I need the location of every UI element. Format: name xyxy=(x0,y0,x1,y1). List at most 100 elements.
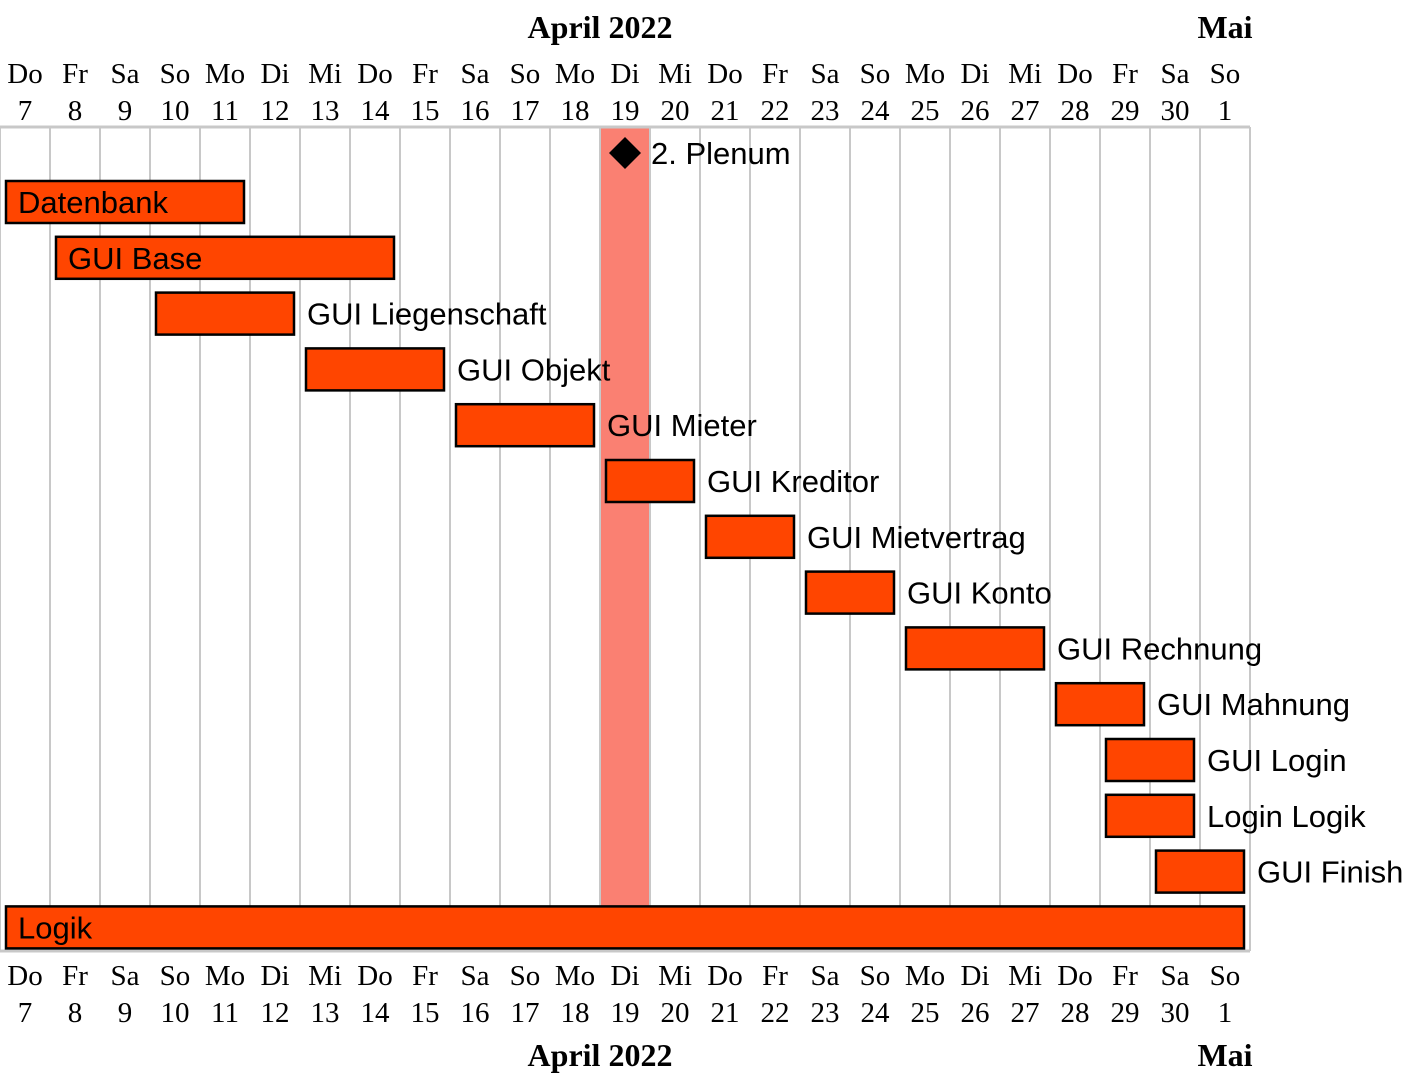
bottom-day-number: 17 xyxy=(511,997,540,1029)
task-label: GUI Rechnung xyxy=(1057,631,1262,666)
top-weekday-label: Sa xyxy=(111,58,140,90)
task-label: GUI Objekt xyxy=(457,352,611,387)
top-day-number: 23 xyxy=(811,95,840,127)
task-bar xyxy=(704,514,796,560)
top-weekday-label: So xyxy=(860,58,891,90)
bottom-day-number: 10 xyxy=(161,997,190,1029)
task-label: GUI Finish xyxy=(1257,855,1403,890)
top-day-number: 7 xyxy=(18,95,33,127)
top-day-number: 28 xyxy=(1061,95,1090,127)
bottom-day-number: 23 xyxy=(811,997,840,1029)
top-day-number: 25 xyxy=(911,95,940,127)
chart-background xyxy=(600,127,650,951)
bottom-weekday-label: Mi xyxy=(1008,960,1042,992)
top-weekday-label: Mi xyxy=(308,58,342,90)
bottom-day-number: 13 xyxy=(311,997,340,1029)
top-day-number: 8 xyxy=(68,95,83,127)
top-weekday-label: Fr xyxy=(412,58,438,90)
today-highlight xyxy=(600,127,650,951)
bottom-weekday-label: So xyxy=(160,960,191,992)
top-day-number: 11 xyxy=(211,95,239,127)
top-weekday-label: Do xyxy=(1057,58,1092,90)
task-bar xyxy=(1154,849,1246,894)
bottom-day-number: 22 xyxy=(761,997,790,1029)
top-month-label: April 2022 xyxy=(528,9,673,45)
bottom-weekday-label: So xyxy=(860,960,891,992)
milestone-label: 2. Plenum xyxy=(651,136,791,171)
bottom-day-number: 27 xyxy=(1011,997,1040,1029)
bottom-day-number: 29 xyxy=(1111,997,1140,1029)
bottom-day-number: 14 xyxy=(361,997,391,1029)
top-weekday-label: Do xyxy=(357,58,392,90)
task-label: GUI Liegenschaft xyxy=(307,297,547,332)
task-bar xyxy=(1104,793,1196,839)
top-weekday-label: Fr xyxy=(1112,58,1138,90)
bottom-day-number: 30 xyxy=(1161,997,1190,1029)
bottom-day-number: 1 xyxy=(1218,997,1233,1029)
task-bar xyxy=(154,291,296,336)
top-weekday-label: Di xyxy=(961,58,990,90)
top-day-number: 10 xyxy=(161,95,190,127)
top-weekday-label: Mo xyxy=(205,58,245,90)
top-day-number: 9 xyxy=(118,95,133,127)
bottom-day-number: 19 xyxy=(611,997,640,1029)
bottom-weekday-label: Di xyxy=(961,960,990,992)
bottom-day-number: 24 xyxy=(861,997,891,1029)
task-label: GUI Base xyxy=(68,241,202,276)
bottom-day-number: 26 xyxy=(961,997,990,1029)
top-day-number: 30 xyxy=(1161,95,1190,127)
bottom-weekday-label: Fr xyxy=(1112,960,1138,992)
top-weekday-label: Sa xyxy=(1161,58,1190,90)
top-weekday-label: Sa xyxy=(461,58,490,90)
top-day-number: 17 xyxy=(511,95,540,127)
bottom-day-number: 18 xyxy=(561,997,590,1029)
task-label: GUI Login xyxy=(1207,743,1347,778)
milestones: 2. Plenum xyxy=(609,136,791,171)
task-bars: Datenbank GUI Base GUI Liegenschaft GUI Obj… xyxy=(4,179,1403,950)
task-bar xyxy=(54,235,396,281)
milestone-diamond xyxy=(609,137,641,169)
bottom-day-number: 20 xyxy=(661,997,690,1029)
bottom-weekday-label: Mo xyxy=(905,960,945,992)
bottom-day-number: 25 xyxy=(911,997,940,1029)
bottom-weekday-label: Di xyxy=(611,960,640,992)
bottom-weekday-label: So xyxy=(510,960,541,992)
top-day-number: 12 xyxy=(261,95,290,127)
task-label: GUI Konto xyxy=(907,576,1052,611)
task-bar xyxy=(604,458,696,504)
top-weekday-label: Do xyxy=(707,58,742,90)
top-day-number: 22 xyxy=(761,95,790,127)
task-label: Datenbank xyxy=(18,185,168,220)
task-label: Logik xyxy=(18,910,93,945)
top-day-number: 14 xyxy=(361,95,391,127)
top-weekday-label: Mo xyxy=(555,58,595,90)
bottom-day-number: 28 xyxy=(1061,997,1090,1029)
bottom-month-label: Mai xyxy=(1197,1037,1252,1073)
task-label: GUI Mahnung xyxy=(1157,687,1350,722)
top-day-number: 26 xyxy=(961,95,990,127)
top-weekday-label: Fr xyxy=(762,58,788,90)
bottom-weekday-label: Sa xyxy=(111,960,140,992)
top-weekday-label: Sa xyxy=(811,58,840,90)
top-day-number: 1 xyxy=(1218,95,1233,127)
top-weekday-label: Di xyxy=(611,58,640,90)
task-bar xyxy=(4,179,246,225)
bottom-weekday-label: Fr xyxy=(762,960,788,992)
bottom-day-number: 7 xyxy=(18,997,33,1029)
task-bar xyxy=(1054,681,1146,727)
bottom-day-number: 12 xyxy=(261,997,290,1029)
task-bar xyxy=(304,347,446,392)
top-weekday-label: Do xyxy=(7,58,42,90)
bottom-day-number: 15 xyxy=(411,997,440,1029)
bottom-day-number: 16 xyxy=(461,997,490,1029)
top-day-number: 15 xyxy=(411,95,440,127)
bottom-weekday-label: Mo xyxy=(555,960,595,992)
top-weekday-label: Di xyxy=(261,58,290,90)
task-label: Login Logik xyxy=(1207,799,1366,834)
bottom-weekday-label: Do xyxy=(357,960,392,992)
bottom-weekday-label: Sa xyxy=(461,960,490,992)
top-weekday-label: Mi xyxy=(658,58,692,90)
top-day-number: 13 xyxy=(311,95,340,127)
top-weekday-label: Mi xyxy=(1008,58,1042,90)
